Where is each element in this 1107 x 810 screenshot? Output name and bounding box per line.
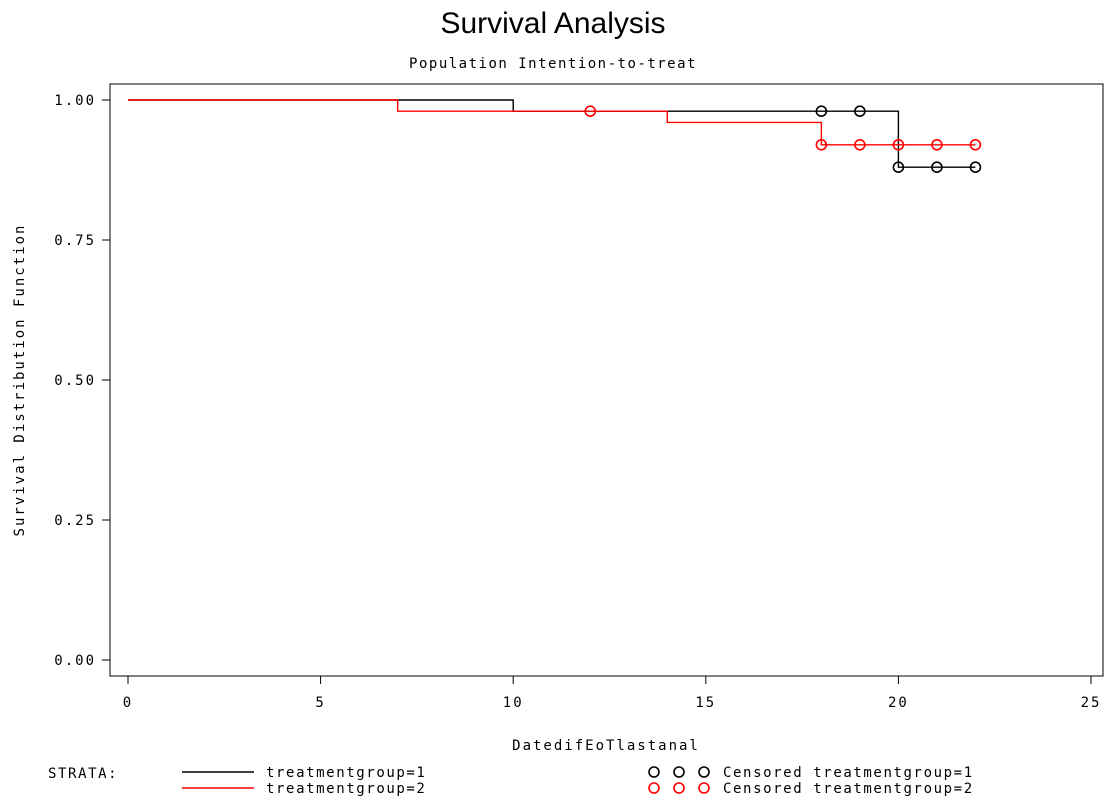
y-tick-label: 0.50 <box>54 373 96 389</box>
series-line-1 <box>128 99 976 168</box>
legend-censor-swatch <box>698 782 710 794</box>
y-tick-label: 1.00 <box>54 93 96 109</box>
x-tick-label: 5 <box>315 695 325 711</box>
x-tick-label: 0 <box>123 695 133 711</box>
censor-marker-1 <box>931 161 943 173</box>
chart-subtitle: Population Intention-to-treat <box>409 56 697 72</box>
censor-marker-2 <box>854 139 866 151</box>
plot-frame <box>109 83 1104 677</box>
legend-censored-label: Censored treatmentgroup=2 <box>723 781 974 797</box>
y-axis-label: Survival Distribution Function <box>12 224 28 537</box>
legend-censor-swatch <box>673 766 685 778</box>
y-tick-label: 0.25 <box>54 513 96 529</box>
censor-marker-2 <box>931 139 943 151</box>
legend-entry-label: treatmentgroup=1 <box>266 765 426 781</box>
legend-censored-label: Censored treatmentgroup=1 <box>723 765 974 781</box>
x-axis-label: DatedifEoTlastanal <box>512 738 700 754</box>
x-axis: 0 5 10 15 20 25 <box>123 676 1102 711</box>
series-line-2 <box>128 99 976 146</box>
censor-marker-1 <box>815 105 828 117</box>
legend-entry-label: treatmentgroup=2 <box>266 781 426 797</box>
y-tick-label: 0.75 <box>54 233 96 249</box>
legend-strata-label: STRATA: <box>48 766 118 782</box>
censor-marker-2 <box>815 139 828 151</box>
x-tick-label: 15 <box>695 695 716 711</box>
censor-marker-1 <box>892 161 905 173</box>
censor-marker-1 <box>854 105 866 117</box>
legend-censor-swatch <box>698 766 710 778</box>
legend-censor-swatch <box>648 782 660 794</box>
legend-censor-swatch <box>648 766 660 778</box>
censor-marker-2 <box>584 105 597 117</box>
y-tick-label: 0.00 <box>54 653 96 669</box>
x-tick-label: 10 <box>503 695 524 711</box>
series-layer <box>128 99 982 173</box>
legend: STRATA: treatmentgroup=1treatmentgroup=2… <box>48 765 974 797</box>
censor-marker-2 <box>969 139 982 151</box>
x-tick-label: 25 <box>1081 695 1102 711</box>
censor-marker-2 <box>892 139 905 151</box>
chart-title: Survival Analysis <box>440 7 665 40</box>
legend-censor-swatch <box>673 782 685 794</box>
x-tick-label: 20 <box>888 695 909 711</box>
y-axis: 0.00 0.25 0.50 0.75 1.00 <box>54 93 110 669</box>
censor-marker-1 <box>969 161 982 173</box>
